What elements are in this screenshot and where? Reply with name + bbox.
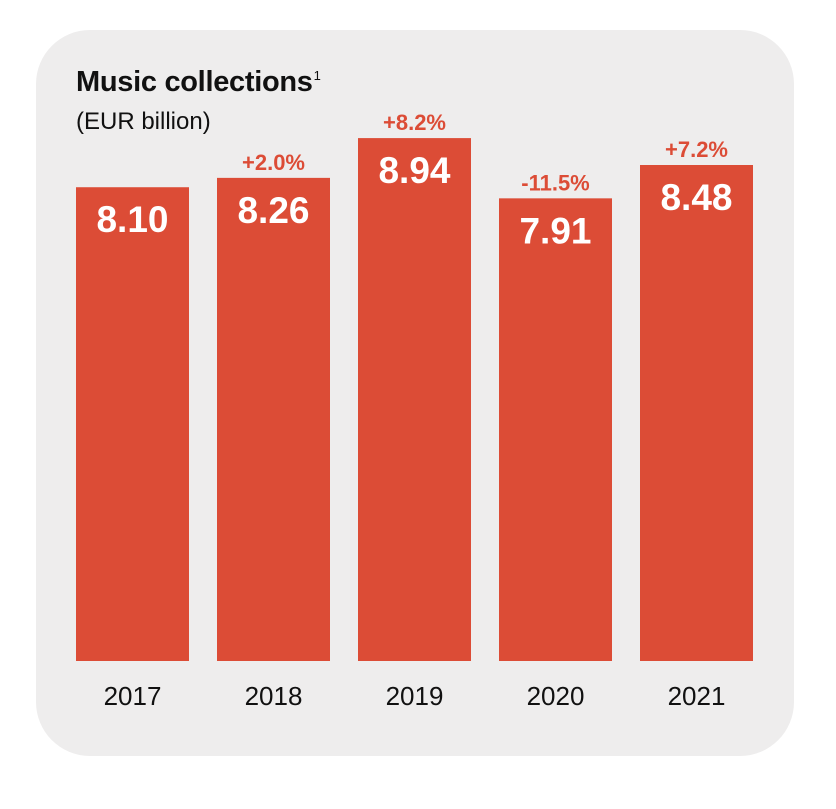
x-tick-label-2020: 2020: [527, 681, 585, 711]
bar-value-label-2019: 8.94: [378, 150, 450, 191]
bar-2019: [358, 138, 471, 661]
x-tick-label-2017: 2017: [104, 681, 162, 711]
bar-value-label-2021: 8.48: [660, 177, 732, 218]
chart-title: Music collections1: [76, 66, 321, 99]
bar-2020: [499, 198, 612, 661]
bar-value-label-2020: 7.91: [519, 210, 591, 251]
x-tick-label-2021: 2021: [668, 681, 726, 711]
bar-2018: [217, 177, 330, 661]
bars-layer: 8.10 2017 8.26 +2.0% 2018 8.94 +8.2% 2019 7.91 -1…: [76, 110, 753, 711]
chart-subtitle: (EUR billion): [76, 108, 211, 135]
bar-2017: [76, 187, 189, 661]
x-tick-label-2018: 2018: [245, 681, 303, 711]
change-label-2021: +7.2%: [665, 137, 728, 162]
x-tick-label-2019: 2019: [386, 681, 444, 711]
title-footnote-marker: 1: [313, 68, 321, 83]
chart-title-text: Music collections: [76, 66, 313, 98]
bar-value-label-2018: 8.26: [237, 190, 309, 231]
change-label-2020: -11.5%: [521, 170, 590, 195]
change-label-2019: +8.2%: [383, 110, 446, 135]
bar-value-label-2017: 8.10: [96, 199, 168, 240]
change-label-2018: +2.0%: [242, 150, 305, 175]
bar-2021: [640, 165, 753, 661]
